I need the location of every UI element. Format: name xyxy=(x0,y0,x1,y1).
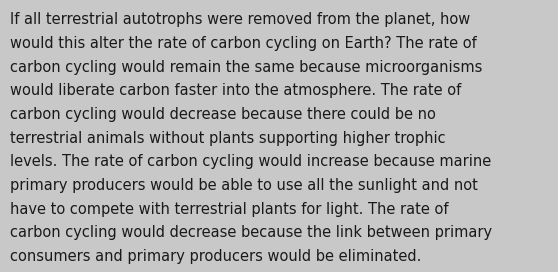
Text: carbon cycling would decrease because there could be no: carbon cycling would decrease because th… xyxy=(10,107,436,122)
Text: carbon cycling would decrease because the link between primary: carbon cycling would decrease because th… xyxy=(10,225,492,240)
Text: would this alter the rate of carbon cycling on Earth? The rate of: would this alter the rate of carbon cycl… xyxy=(10,36,477,51)
Text: If all terrestrial autotrophs were removed from the planet, how: If all terrestrial autotrophs were remov… xyxy=(10,12,470,27)
Text: have to compete with terrestrial plants for light. The rate of: have to compete with terrestrial plants … xyxy=(10,202,449,217)
Text: would liberate carbon faster into the atmosphere. The rate of: would liberate carbon faster into the at… xyxy=(10,83,461,98)
Text: carbon cycling would remain the same because microorganisms: carbon cycling would remain the same bec… xyxy=(10,60,483,75)
Text: terrestrial animals without plants supporting higher trophic: terrestrial animals without plants suppo… xyxy=(10,131,446,146)
Text: levels. The rate of carbon cycling would increase because marine: levels. The rate of carbon cycling would… xyxy=(10,154,491,169)
Text: consumers and primary producers would be eliminated.: consumers and primary producers would be… xyxy=(10,249,421,264)
Text: primary producers would be able to use all the sunlight and not: primary producers would be able to use a… xyxy=(10,178,478,193)
